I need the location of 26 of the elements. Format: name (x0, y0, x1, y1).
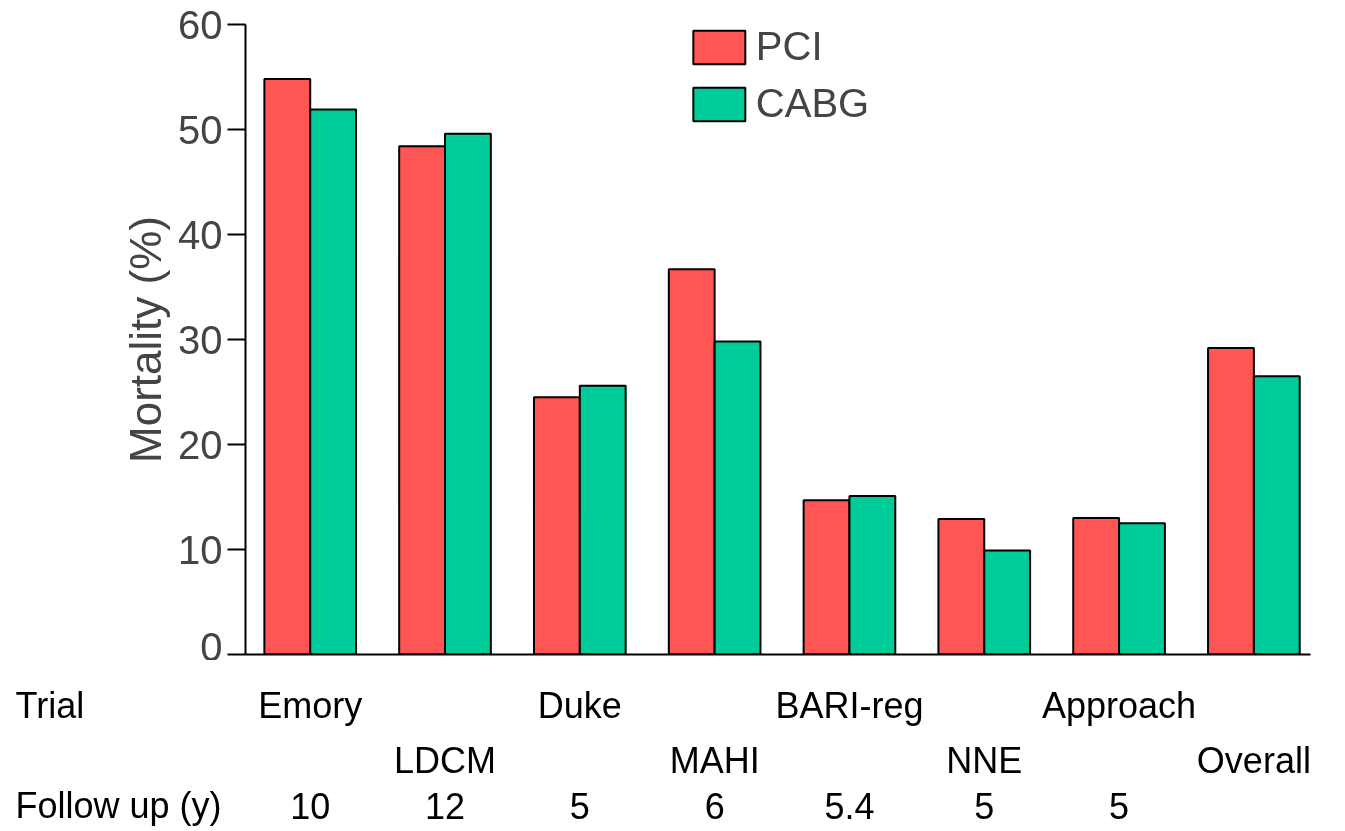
y-tick-label: 40 (178, 212, 223, 257)
x-tick-label: Overall (1196, 740, 1311, 781)
legend-label: CABG (755, 81, 870, 126)
y-tick-label: 20 (178, 422, 223, 467)
text: 5 (569, 785, 590, 827)
text: Follow up (y) (15, 785, 222, 826)
text: 5 (1109, 785, 1130, 827)
x-tick-label: Duke (537, 685, 622, 726)
text: 5.4 (824, 785, 875, 827)
y-tick-label: 30 (178, 317, 223, 362)
text: 6 (704, 785, 725, 827)
x-tick-label: NNE (946, 740, 1023, 781)
x-tick-label: LDCM (394, 740, 497, 781)
legend-label: PCI (755, 24, 823, 69)
y-tick-label: 60 (178, 2, 223, 47)
x-tick-label: MAHI (669, 740, 760, 781)
x-tick-label: Emory (258, 685, 363, 726)
text: 5 (974, 785, 995, 827)
y-axis-title: Mortality (%) (121, 216, 171, 463)
text: 12 (425, 785, 466, 827)
text: 10 (290, 785, 331, 827)
text: Trial (15, 685, 85, 726)
x-tick-label: BARI-reg (775, 685, 924, 726)
y-tick-label: 50 (178, 107, 223, 152)
x-tick-label: Approach (1042, 685, 1197, 726)
y-tick-label: 10 (178, 527, 223, 572)
